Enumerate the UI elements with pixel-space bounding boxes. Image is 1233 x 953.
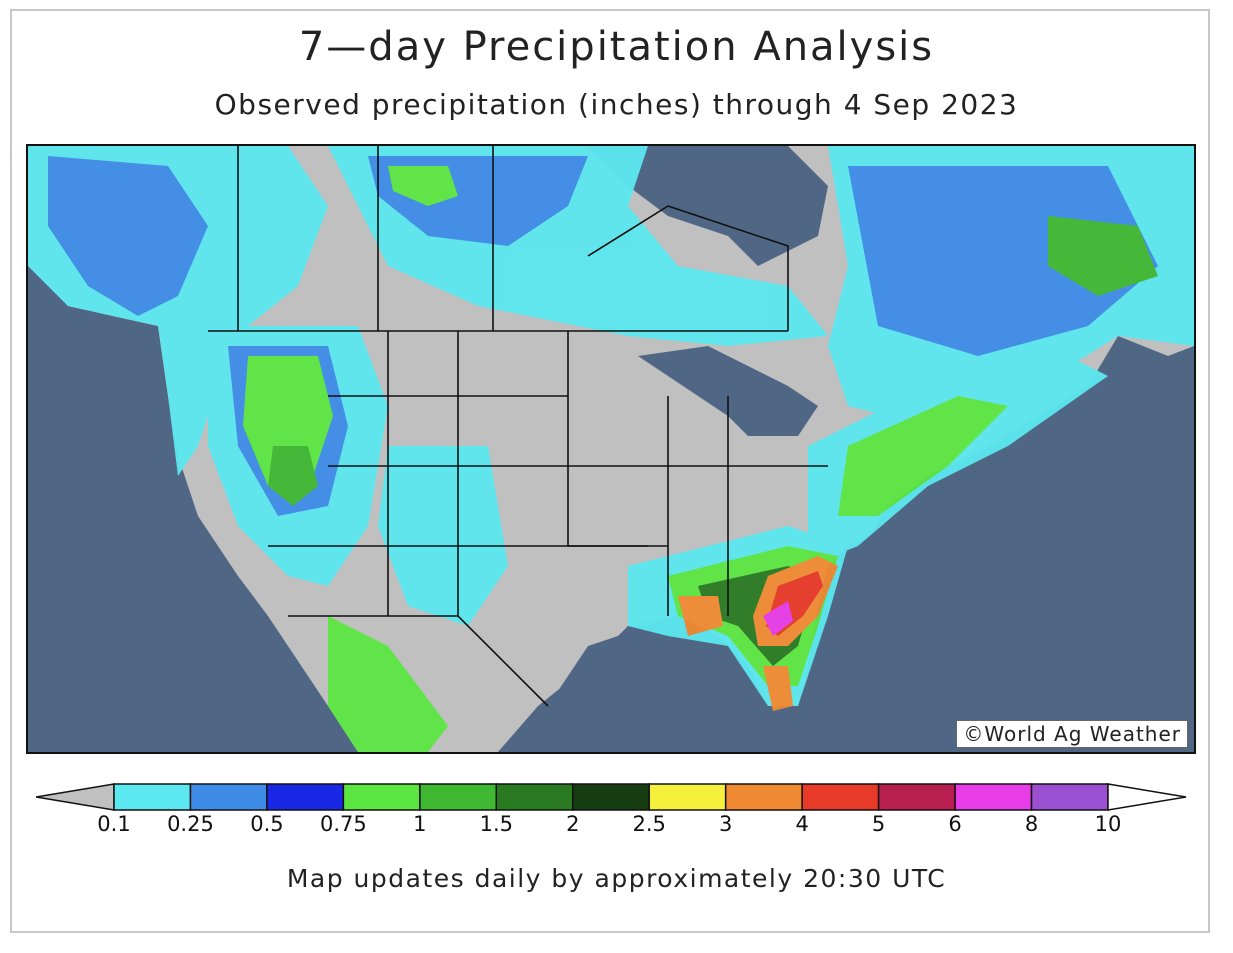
precip-gulf-coast [678,596,723,636]
legend-tick-label: 1 [413,812,427,836]
legend-tick-label: 0.1 [97,812,131,836]
legend-below-triangle [36,783,115,811]
political-borders [208,146,828,707]
map-title: 7—day Precipitation Analysis [298,24,935,70]
precip-quebec-heavy [1048,216,1158,296]
precip-quebec-mod [848,166,1158,356]
legend-tick-label: 10 [1094,812,1122,836]
legend-bin-5 [495,783,574,811]
gulf-of-mexico [498,626,748,752]
legend-tick-label: 8 [1024,812,1039,836]
legend-bin-6 [572,783,650,811]
legend-tick-label: 6 [948,812,962,836]
legend-bin-11 [954,783,1033,811]
hudson-bay [588,146,828,266]
great-lakes [638,346,818,436]
legend-bin-3 [342,783,421,811]
update-note: Map updates daily by approximately 20:30… [286,864,947,893]
precip-florida-orange [763,666,793,711]
legend-bin-2 [266,783,345,811]
color-legend-bar [36,783,1187,811]
legend-tick-label: 5 [871,812,886,836]
precip-rockies-core [268,446,318,506]
legend-tick-label: 0.75 [319,812,367,836]
legend-bins [113,783,1109,811]
precip-mexico-west [328,616,448,752]
legend-bin-8 [724,783,803,811]
credit-badge: ©World Ag Weather [956,720,1188,748]
legend-tick-label: 4 [795,812,809,836]
precip-canada-green [388,166,458,206]
precip-northeast-green [838,396,1008,516]
precip-rockies-heavy [243,356,333,486]
precip-georgia-magenta [763,601,793,636]
legend-bin-1 [189,783,268,811]
precip-northwest-mod [48,156,208,316]
legend-bin-4 [419,783,498,811]
legend-tick-label: 2.5 [632,812,666,836]
legend-bin-10 [877,783,956,811]
legend-bin-9 [801,783,880,811]
map-subtitle: Observed precipitation (inches) through … [214,88,1019,121]
legend-tick-label: 0.25 [167,812,214,836]
legend-tick-label: 1.5 [479,812,513,836]
legend-bin-12 [1030,783,1109,811]
legend-tick-label: 2 [566,812,580,836]
precipitation-map: ©World Ag Weather [26,144,1196,754]
map-canvas [28,146,1194,752]
legend-bin-7 [648,783,727,811]
legend-tick-label: 3 [719,812,733,836]
precip-southwest-blue [378,446,508,626]
legend-tick-label: 0.5 [250,812,284,836]
legend-above-triangle [1107,783,1187,811]
legend-bin-0 [113,783,192,811]
